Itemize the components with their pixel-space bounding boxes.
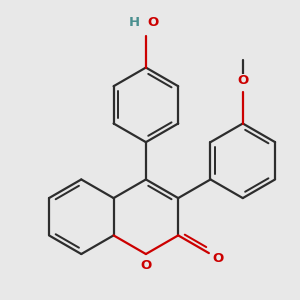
- Text: O: O: [213, 252, 224, 265]
- Text: O: O: [140, 259, 152, 272]
- Text: O: O: [148, 16, 159, 28]
- Text: O: O: [237, 74, 248, 87]
- Text: H: H: [129, 16, 140, 28]
